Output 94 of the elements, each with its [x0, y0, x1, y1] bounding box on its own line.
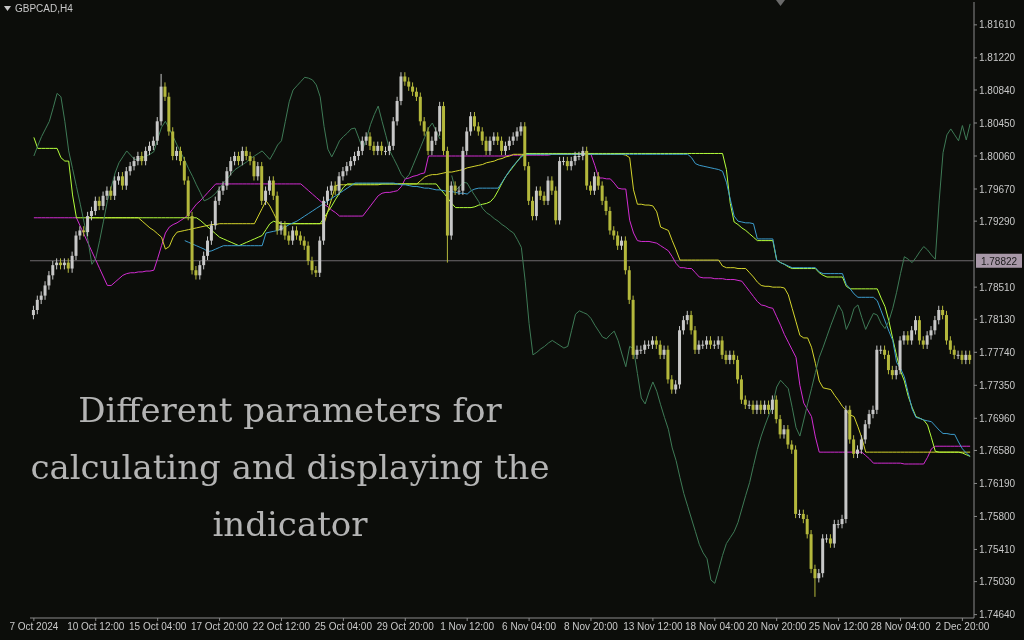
- x-tick-label: 25 Oct 04:00: [314, 621, 373, 633]
- y-tick-label: 1.77350: [979, 379, 1016, 391]
- candlestick: [647, 339, 651, 350]
- y-tick-label: 1.75030: [979, 576, 1016, 588]
- y-tick-label: 1.76580: [979, 445, 1016, 457]
- candlestick: [917, 315, 921, 346]
- x-tick-label: 29 Oct 20:00: [376, 621, 435, 633]
- candlestick: [453, 180, 457, 196]
- candlestick: [712, 339, 716, 350]
- candlestick: [93, 196, 97, 216]
- x-tick-label: 22 Oct 12:00: [252, 621, 311, 633]
- candlestick: [198, 260, 202, 281]
- x-tick-label: 13 Nov 12:00: [623, 621, 684, 633]
- annotation: Different parameters for calculating and displaying the indicator: [30, 389, 550, 546]
- candlestick: [960, 350, 964, 365]
- y-tick-label: 1.75410: [979, 544, 1016, 556]
- x-tick-label: 20 Nov 20:00: [746, 621, 807, 633]
- candlestick: [662, 345, 666, 360]
- y-tick-label: 1.76190: [979, 478, 1016, 490]
- candlestick: [279, 220, 283, 236]
- candlestick: [132, 156, 136, 171]
- y-tick-label: 1.80060: [979, 150, 1016, 162]
- y-tick-label: 1.78130: [979, 313, 1016, 325]
- candlestick: [720, 335, 724, 360]
- candlestick: [531, 196, 535, 221]
- candlestick: [910, 325, 914, 346]
- x-tick-label: 6 Nov 04:00: [502, 621, 557, 633]
- y-tick-label: 1.75800: [979, 511, 1016, 523]
- y-tick-label: 1.79670: [979, 183, 1016, 195]
- candlestick: [681, 315, 685, 336]
- candlestick: [325, 185, 329, 206]
- y-tick-label: 1.80840: [979, 84, 1016, 96]
- candlestick: [267, 175, 271, 196]
- candlestick: [113, 175, 117, 201]
- candlestick: [136, 151, 140, 166]
- candlestick: [206, 235, 210, 261]
- x-tick-label: 18 Nov 04:00: [685, 621, 745, 633]
- candlestick: [360, 136, 364, 156]
- candlestick: [182, 156, 186, 186]
- candlestick: [368, 131, 372, 151]
- candlestick: [35, 295, 39, 315]
- x-tick-label: 1 Nov 12:00: [440, 621, 495, 633]
- candlestick: [488, 136, 492, 156]
- candlestick: [515, 126, 519, 142]
- candlestick: [124, 166, 128, 191]
- candlestick: [577, 151, 581, 161]
- candlestick: [86, 211, 90, 237]
- candlestick: [914, 315, 918, 336]
- candlestick: [209, 220, 213, 246]
- candlestick: [573, 151, 577, 166]
- y-tick-label: 1.80450: [979, 117, 1016, 129]
- y-tick-label: 1.79290: [979, 215, 1016, 227]
- candlestick: [658, 339, 662, 360]
- y-tick-label: 1.81610: [979, 19, 1016, 31]
- candlestick: [542, 191, 546, 206]
- y-tick-label: 1.81220: [979, 52, 1016, 64]
- candlestick: [736, 355, 740, 385]
- candlestick: [786, 424, 790, 450]
- candlestick: [337, 171, 341, 196]
- candlestick: [469, 111, 473, 137]
- y-tick-label: 1.77740: [979, 346, 1016, 358]
- ref-line-label: 1.78822: [980, 255, 1018, 267]
- x-tick-label: 10 Oct 12:00: [67, 621, 125, 633]
- x-tick-label: 2 Dec 20:00: [935, 621, 990, 633]
- candlestick: [252, 156, 256, 182]
- x-tick-label: 28 Nov 04:00: [870, 621, 931, 633]
- candlestick: [283, 220, 287, 241]
- candlestick: [832, 519, 836, 549]
- x-tick-label: 7 Oct 2024: [9, 621, 59, 633]
- candlestick: [956, 350, 960, 360]
- candlestick: [264, 185, 268, 206]
- candlestick: [739, 374, 743, 405]
- x-tick-label: 8 Nov 20:00: [564, 621, 619, 633]
- candlestick: [697, 339, 701, 355]
- x-tick-label: 15 Oct 04:00: [129, 621, 187, 633]
- x-tick-label: 17 Oct 20:00: [190, 621, 249, 633]
- candlestick: [472, 111, 476, 132]
- candlestick: [144, 146, 148, 166]
- candlestick: [755, 400, 759, 415]
- chart-title: GBPCAD,H4: [15, 3, 73, 14]
- candlestick: [751, 400, 755, 415]
- candlestick: [519, 121, 523, 137]
- candlestick: [635, 345, 639, 360]
- candlestick: [859, 434, 863, 455]
- candlestick: [886, 350, 890, 375]
- candlestick: [271, 175, 275, 201]
- y-tick-label: 1.76960: [979, 412, 1016, 424]
- y-tick-label: 1.74640: [979, 609, 1016, 621]
- candlestick: [256, 161, 260, 182]
- x-tick-label: 25 Nov 12:00: [808, 621, 869, 633]
- candlestick: [546, 175, 550, 206]
- candlestick: [701, 339, 705, 350]
- y-tick-label: 1.78510: [979, 281, 1016, 293]
- candlestick: [782, 424, 786, 440]
